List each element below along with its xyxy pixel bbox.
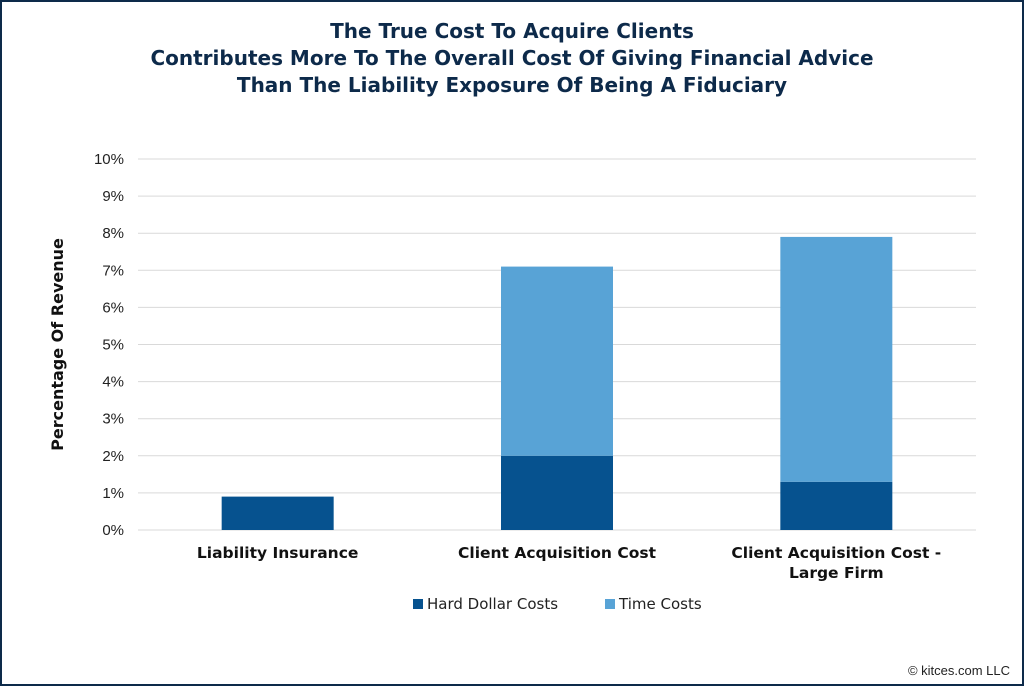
y-tick-label: 1% [102, 485, 124, 502]
legend-label: Hard Dollar Costs [427, 595, 558, 613]
copyright-notice: © kitces.com LLC [907, 663, 1010, 678]
x-category-label: Large Firm [789, 564, 884, 582]
bar-time-2 [501, 266, 613, 456]
y-tick-label: 6% [102, 299, 124, 316]
y-tick-label: 7% [102, 262, 124, 279]
legend-swatch [413, 599, 423, 609]
bar-hard-dollar-3 [780, 481, 893, 530]
y-axis-label: Percentage Of Revenue [48, 238, 67, 451]
bar-time-3 [780, 236, 893, 482]
x-category-label: Liability Insurance [197, 544, 359, 562]
y-tick-label: 5% [102, 337, 124, 354]
y-tick-label: 9% [102, 188, 124, 205]
chart-title-line-2: Contributes More To The Overall Cost Of … [150, 46, 874, 70]
y-tick-label: 0% [102, 522, 124, 539]
chart-title: The True Cost To Acquire Clients Contrib… [0, 18, 1024, 99]
x-category-label: Client Acquisition Cost [458, 544, 657, 562]
y-tick-label: 4% [102, 374, 124, 391]
bar-hard-dollar-1 [221, 496, 334, 530]
y-tick-label: 3% [102, 411, 124, 428]
y-tick-label: 8% [102, 225, 124, 242]
legend-label: Time Costs [618, 595, 702, 613]
chart-title-line-3: Than The Liability Exposure Of Being A F… [236, 73, 788, 97]
y-tick-label: 10% [94, 151, 124, 168]
x-category-label: Client Acquisition Cost - [731, 544, 941, 562]
y-tick-label: 2% [102, 448, 124, 465]
chart-title-line-1: The True Cost To Acquire Clients [330, 19, 694, 43]
legend-swatch [605, 599, 615, 609]
bar-hard-dollar-2 [501, 455, 613, 530]
